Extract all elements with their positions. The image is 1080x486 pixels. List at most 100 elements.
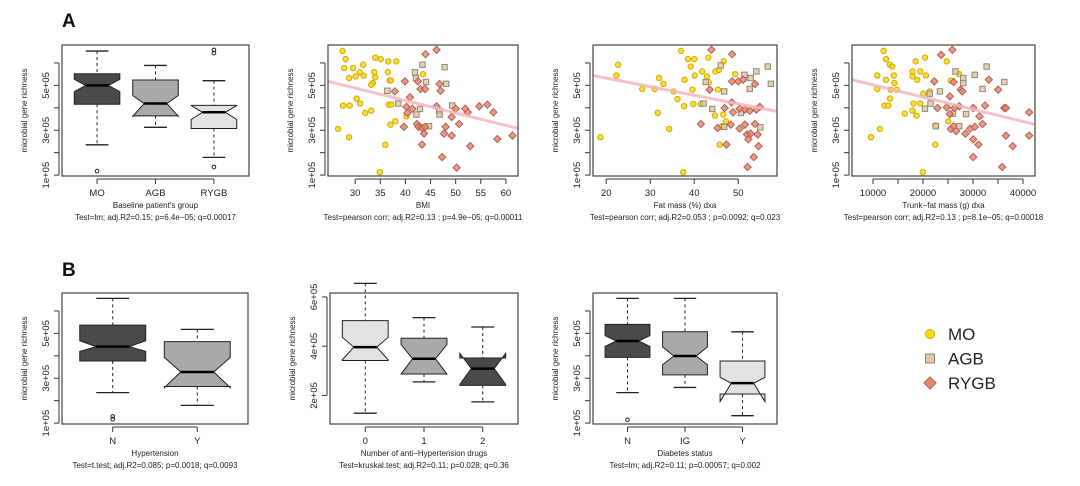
y-axis-title: microbial gene richness [20, 68, 29, 152]
data-point-rygb [452, 163, 462, 173]
y-axis-title: microbial gene richness [20, 316, 29, 400]
data-point-rygb [975, 111, 984, 121]
data-point-mo [711, 112, 719, 119]
data-point-mo [339, 47, 346, 55]
box-body [662, 331, 708, 376]
data-point-mo [876, 125, 884, 133]
data-point-mo [731, 70, 739, 78]
data-point-mo [705, 54, 712, 61]
data-point-mo [945, 118, 952, 125]
x-axis-title: Fat mass (%) dxa [654, 201, 717, 210]
data-point-rygb [1001, 103, 1011, 113]
data-point-rygb [390, 87, 400, 96]
data-point-agb [764, 63, 771, 70]
panel-label-a: A [62, 11, 76, 32]
data-point-agb [921, 105, 929, 112]
data-point-mo [614, 61, 622, 68]
data-point-agb [709, 105, 716, 113]
data-point-mo [339, 102, 347, 109]
data-point-rygb [750, 79, 760, 89]
y-tick-label: 3e+05 [572, 117, 583, 144]
box-body [341, 320, 389, 361]
y-axis-title: microbial gene richness [286, 68, 295, 152]
data-point-mo [874, 72, 881, 79]
data-point-mo [345, 133, 353, 141]
regression-line [327, 79, 519, 130]
legend-item-mo: MO [925, 325, 975, 344]
data-point-rygb [465, 141, 475, 151]
data-point-rygb [970, 122, 980, 132]
series-rygb [929, 45, 1034, 172]
x-tick-label: Y [194, 436, 201, 447]
data-point-mo [909, 107, 916, 114]
regression-line [851, 78, 1036, 126]
data-point-rygb [489, 107, 498, 117]
data-point-rygb [947, 45, 957, 55]
data-point-rygb [929, 76, 939, 86]
x-axis-title: Diabetes status [657, 449, 712, 458]
data-point-rygb [432, 45, 441, 55]
plot-frame [592, 292, 778, 425]
data-point-rygb [968, 152, 978, 162]
data-point-mo [880, 47, 887, 55]
x-tick-label: 30 [645, 188, 656, 199]
data-point-rygb [508, 131, 517, 140]
data-point-mo [377, 55, 384, 63]
data-point-mo [703, 73, 711, 80]
y-tick-label: 1e+05 [41, 162, 52, 189]
data-point-mo [356, 69, 363, 76]
data-point-mo [689, 86, 696, 93]
x-tick-label: MO [89, 188, 104, 199]
data-point-rygb [413, 76, 423, 86]
data-point-agb [442, 80, 450, 88]
outlier-point [110, 416, 116, 422]
y-tick-label: 3e+05 [307, 117, 318, 144]
x-tick-label: RYGB [201, 188, 228, 199]
data-point-mo [691, 72, 698, 79]
data-point-mo [387, 77, 395, 84]
data-point-mo [382, 141, 389, 149]
data-point-mo [691, 55, 698, 63]
data-point-agb [971, 71, 978, 79]
series-mo [334, 47, 427, 176]
data-point-rygb [945, 109, 955, 119]
outlier-point [94, 168, 100, 174]
data-point-rygb [735, 124, 744, 134]
boxplot-1 [400, 316, 448, 383]
data-point-rygb [743, 162, 752, 172]
data-point-mo [716, 141, 723, 148]
data-point-mo [720, 111, 727, 118]
data-point-agb [413, 111, 420, 118]
boxplot-agb [132, 64, 179, 128]
legend-label: AGB [948, 350, 984, 369]
data-point-mo [342, 55, 349, 63]
y-tick-label: 4e+05 [309, 333, 320, 360]
panel-label-b: B [62, 260, 76, 281]
box-body [190, 104, 238, 129]
data-point-agb [702, 78, 709, 86]
data-point-agb [436, 111, 443, 118]
data-point-rygb [735, 104, 744, 114]
data-point-rygb [408, 104, 417, 114]
y-tick-label: 3e+05 [572, 365, 583, 392]
box-body [132, 79, 179, 118]
data-point-mo [698, 68, 706, 75]
data-point-rygb [447, 112, 457, 122]
x-tick-label: N [109, 436, 116, 447]
x-tick-label: 40000 [1010, 188, 1036, 199]
data-point-rygb [441, 122, 450, 132]
data-point-agb [747, 74, 754, 82]
plot-frame [327, 44, 519, 177]
data-point-mo [889, 63, 896, 70]
legend: MO AGB RYGB [923, 325, 996, 393]
plot-frame [851, 44, 1036, 177]
data-point-mo [943, 58, 950, 65]
boxplot-2 [459, 326, 507, 403]
data-point-mo [419, 70, 427, 78]
data-point-rygb [949, 77, 958, 87]
x-tick-label: IG [680, 436, 690, 447]
data-point-rygb [738, 75, 748, 85]
data-point-mo [681, 76, 688, 83]
y-axis-title: microbial gene richness [288, 316, 297, 400]
